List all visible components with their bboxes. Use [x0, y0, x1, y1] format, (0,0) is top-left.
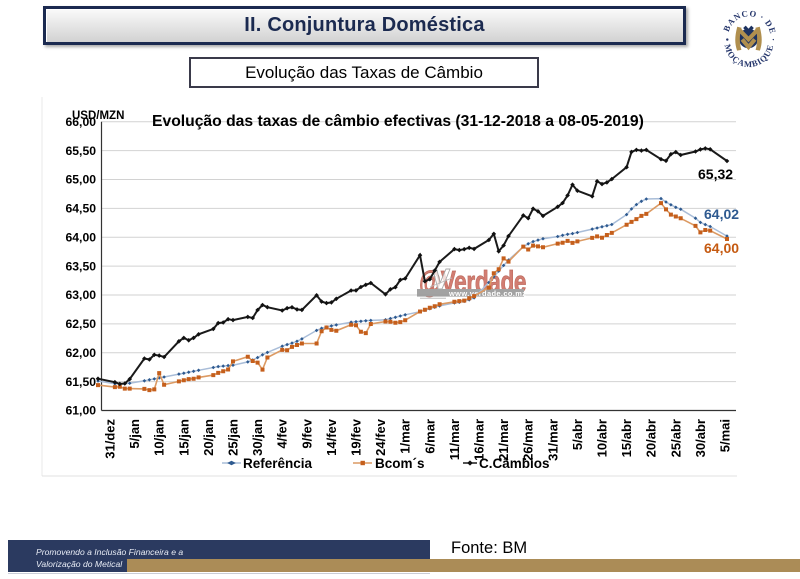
svg-text:www.verdade.co.mz: www.verdade.co.mz [448, 289, 526, 298]
svg-text:6/mar: 6/mar [422, 419, 437, 454]
svg-text:62,50: 62,50 [66, 317, 97, 331]
svg-text:Referência: Referência [243, 456, 313, 471]
svg-text:66,00: 66,00 [66, 115, 97, 129]
svg-text:63,50: 63,50 [66, 259, 97, 273]
svg-text:31/dez: 31/dez [103, 419, 118, 459]
svg-text:21/mar: 21/mar [496, 419, 511, 461]
svg-text:16/mar: 16/mar [472, 419, 487, 461]
svg-text:63,00: 63,00 [66, 288, 97, 302]
svg-text:64,00: 64,00 [66, 230, 97, 244]
svg-text:31/mar: 31/mar [545, 419, 560, 461]
svg-text:15/jan: 15/jan [176, 419, 191, 456]
svg-text:61,50: 61,50 [66, 375, 97, 389]
svg-text:14/fev: 14/fev [324, 418, 339, 456]
svg-text:20/abr: 20/abr [644, 419, 659, 457]
svg-text:65,00: 65,00 [66, 173, 97, 187]
svg-text:10/jan: 10/jan [152, 419, 167, 456]
svg-text:64,50: 64,50 [66, 202, 97, 216]
svg-text:64,02: 64,02 [704, 206, 739, 222]
svg-text:64,00: 64,00 [704, 240, 739, 256]
svg-text:65,50: 65,50 [66, 144, 97, 158]
svg-text:30/jan: 30/jan [250, 419, 265, 456]
svg-text:24/fev: 24/fev [373, 418, 388, 456]
svg-text:5/abr: 5/abr [570, 419, 585, 450]
svg-text:25/abr: 25/abr [668, 419, 683, 457]
svg-text:9/fev: 9/fev [299, 418, 314, 448]
svg-text:C.Câmbios: C.Câmbios [479, 456, 550, 471]
svg-text:Evolução das taxas de câmbio e: Evolução das taxas de câmbio efectivas (… [152, 113, 644, 130]
svg-text:1/mar: 1/mar [398, 419, 413, 454]
svg-text:5/mai: 5/mai [718, 419, 733, 452]
svg-text:19/fev: 19/fev [349, 418, 364, 456]
svg-text:5/jan: 5/jan [127, 419, 142, 449]
svg-text:10/abr: 10/abr [595, 419, 610, 457]
svg-text:65,32: 65,32 [698, 166, 733, 182]
svg-text:15/abr: 15/abr [619, 419, 634, 457]
svg-text:26/mar: 26/mar [521, 419, 536, 461]
svg-text:30/abr: 30/abr [693, 419, 708, 457]
svg-text:Bcom´s: Bcom´s [375, 456, 425, 471]
svg-text:62,00: 62,00 [66, 346, 97, 360]
svg-text:25/jan: 25/jan [226, 419, 241, 456]
svg-text:USD/MZN: USD/MZN [72, 110, 124, 122]
svg-text:4/fev: 4/fev [275, 418, 290, 448]
svg-text:11/mar: 11/mar [447, 419, 462, 460]
svg-text:20/jan: 20/jan [201, 419, 216, 456]
svg-text:61,00: 61,00 [66, 404, 97, 418]
